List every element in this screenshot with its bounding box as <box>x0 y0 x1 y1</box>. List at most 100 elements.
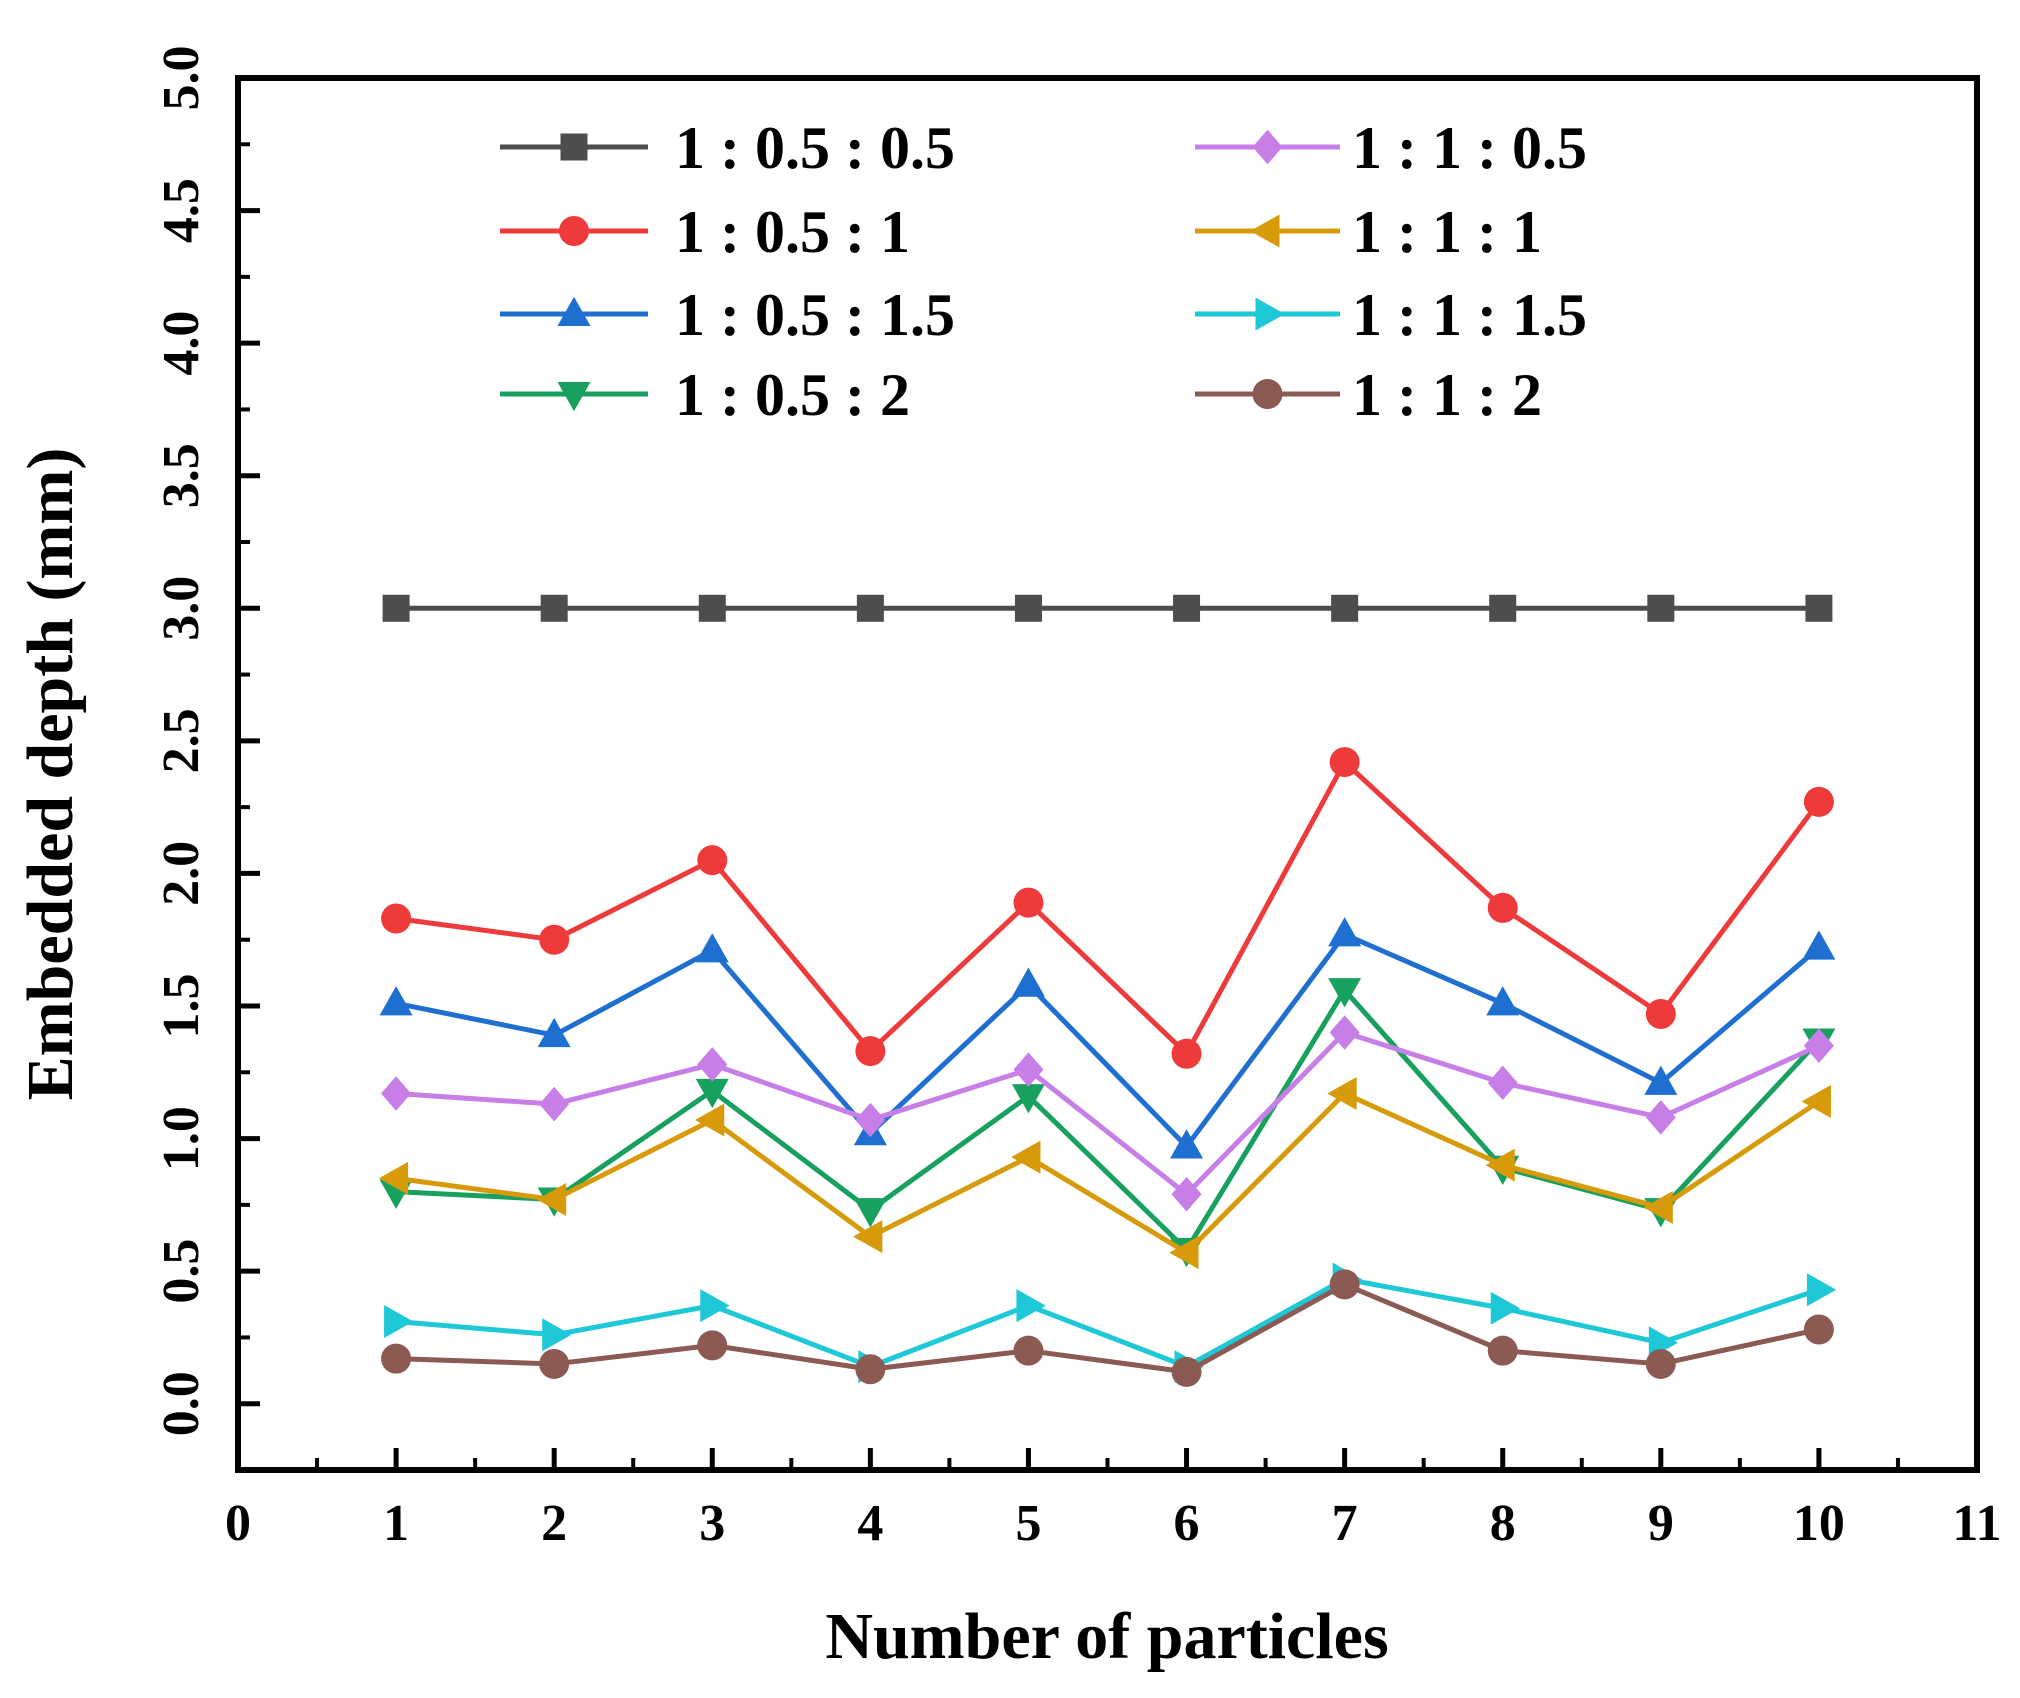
data-point <box>855 1036 886 1067</box>
data-point <box>1487 1335 1518 1366</box>
data-point <box>539 924 570 955</box>
data-point <box>695 1078 729 1109</box>
data-point <box>855 1102 886 1138</box>
x-tick-label: 2 <box>541 1495 567 1552</box>
y-axis-title: Embedded depth (mm) <box>14 448 87 1101</box>
data-point <box>1806 1273 1837 1307</box>
series-line <box>395 931 1821 1150</box>
data-point <box>1014 594 1042 622</box>
data-point <box>1329 747 1360 778</box>
data-point <box>537 1017 571 1048</box>
data-point <box>1011 1084 1045 1114</box>
x-tick-label: 1 <box>383 1495 409 1552</box>
data-point <box>1173 594 1201 622</box>
series-line <box>395 759 1821 1057</box>
data-point <box>1647 594 1675 622</box>
series-line <box>395 1090 1821 1256</box>
series-4 <box>379 978 1836 1268</box>
legend-marker <box>559 216 589 246</box>
data-point <box>1011 1140 1041 1174</box>
data-point <box>695 1103 725 1137</box>
series-7 <box>384 1262 1837 1384</box>
x-tick-label: 8 <box>1490 1495 1516 1552</box>
legend-marker <box>1252 379 1283 409</box>
data-point <box>855 1354 886 1385</box>
series-3 <box>379 917 1836 1159</box>
data-point <box>697 1330 728 1361</box>
plot-frame <box>235 75 1980 1473</box>
data-point <box>382 594 410 622</box>
data-point <box>698 594 726 622</box>
series-1 <box>382 594 1833 622</box>
legend-item: 1 : 0.5 : 0.5 <box>500 115 955 181</box>
data-point <box>1802 930 1836 960</box>
series-2 <box>381 747 1834 1069</box>
legend-item: 1 : 1 : 1 <box>1195 199 1542 265</box>
legend-item: 1 : 1 : 2 <box>1195 362 1542 428</box>
x-tick-label: 5 <box>1015 1495 1041 1552</box>
data-point <box>700 1289 730 1323</box>
data-point <box>1803 1314 1834 1345</box>
data-point <box>1013 1335 1044 1366</box>
x-tick-label: 4 <box>857 1495 883 1552</box>
data-point <box>1331 594 1359 622</box>
legend: 1 : 0.5 : 0.5 1 : 0.5 : 1 1 : 0.5 : 1.5 1 :… <box>500 115 1587 428</box>
legend-marker <box>1250 214 1280 248</box>
x-tick-label: 6 <box>1174 1495 1200 1552</box>
data-point <box>1487 892 1518 923</box>
data-point <box>1486 986 1520 1016</box>
data-point <box>1645 1348 1676 1379</box>
y-tick-label: 1.5 <box>153 974 210 1039</box>
data-point <box>695 933 729 963</box>
x-axis-title: Number of particles <box>825 1600 1388 1673</box>
data-point <box>539 1086 570 1122</box>
legend-label: 1 : 1 : 2 <box>1352 362 1542 428</box>
legend-label: 1 : 1 : 1 <box>1352 199 1542 265</box>
x-tick-label: 7 <box>1332 1495 1358 1552</box>
data-point <box>1016 1289 1046 1323</box>
legend-marker <box>1255 297 1285 331</box>
data-point <box>1171 1177 1202 1212</box>
data-point <box>1801 1084 1831 1118</box>
legend-marker <box>560 133 588 161</box>
data-point <box>381 903 412 934</box>
data-point <box>1489 594 1517 622</box>
data-point <box>1169 1236 1199 1270</box>
data-point <box>697 1047 728 1082</box>
data-point <box>1329 1269 1360 1300</box>
data-point <box>1170 1129 1204 1159</box>
data-point <box>1011 967 1045 997</box>
x-tick-label: 11 <box>1952 1495 2001 1552</box>
series-6 <box>378 1076 1831 1270</box>
legend-item: 1 : 0.5 : 1.5 <box>500 282 955 348</box>
data-point <box>853 1220 883 1254</box>
data-point <box>1171 1356 1202 1387</box>
series-line <box>395 987 1821 1253</box>
legend-label: 1 : 1 : 1.5 <box>1352 282 1587 348</box>
series-layer <box>378 594 1837 1387</box>
x-tick-label: 10 <box>1793 1495 1845 1552</box>
axes-layer <box>235 75 1980 1473</box>
data-point <box>542 1318 572 1352</box>
data-point <box>1645 1100 1676 1135</box>
legend-label: 1 : 0.5 : 0.5 <box>675 115 955 181</box>
data-point <box>1643 1191 1673 1225</box>
data-point <box>378 1161 409 1195</box>
data-point <box>697 845 728 876</box>
legend-label: 1 : 0.5 : 1.5 <box>675 282 955 348</box>
legend-item: 1 : 0.5 : 1 <box>500 199 910 265</box>
x-tick-label: 9 <box>1648 1495 1674 1552</box>
data-point <box>1328 978 1362 1008</box>
y-tick-label: 2.5 <box>153 708 210 773</box>
data-point <box>539 1348 570 1379</box>
legend-item: 1 : 1 : 0.5 <box>1195 115 1587 181</box>
series-line <box>395 1030 1820 1197</box>
legend-item: 1 : 1 : 1.5 <box>1195 282 1587 348</box>
legend-label: 1 : 1 : 0.5 <box>1352 115 1587 181</box>
y-tick-label: 0.0 <box>153 1371 210 1436</box>
data-point <box>1485 1148 1515 1182</box>
data-point <box>379 986 413 1016</box>
data-point <box>1645 998 1676 1029</box>
